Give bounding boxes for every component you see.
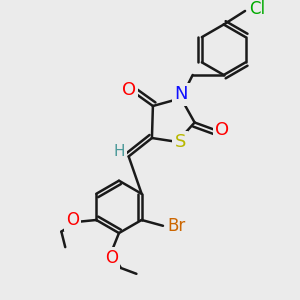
Text: Br: Br (167, 217, 186, 235)
Text: O: O (215, 121, 229, 139)
Text: O: O (67, 211, 80, 229)
Text: N: N (174, 85, 188, 103)
Text: O: O (122, 80, 136, 98)
Text: S: S (174, 133, 186, 151)
Text: Cl: Cl (249, 0, 265, 18)
Text: H: H (113, 144, 125, 159)
Text: O: O (105, 249, 118, 267)
